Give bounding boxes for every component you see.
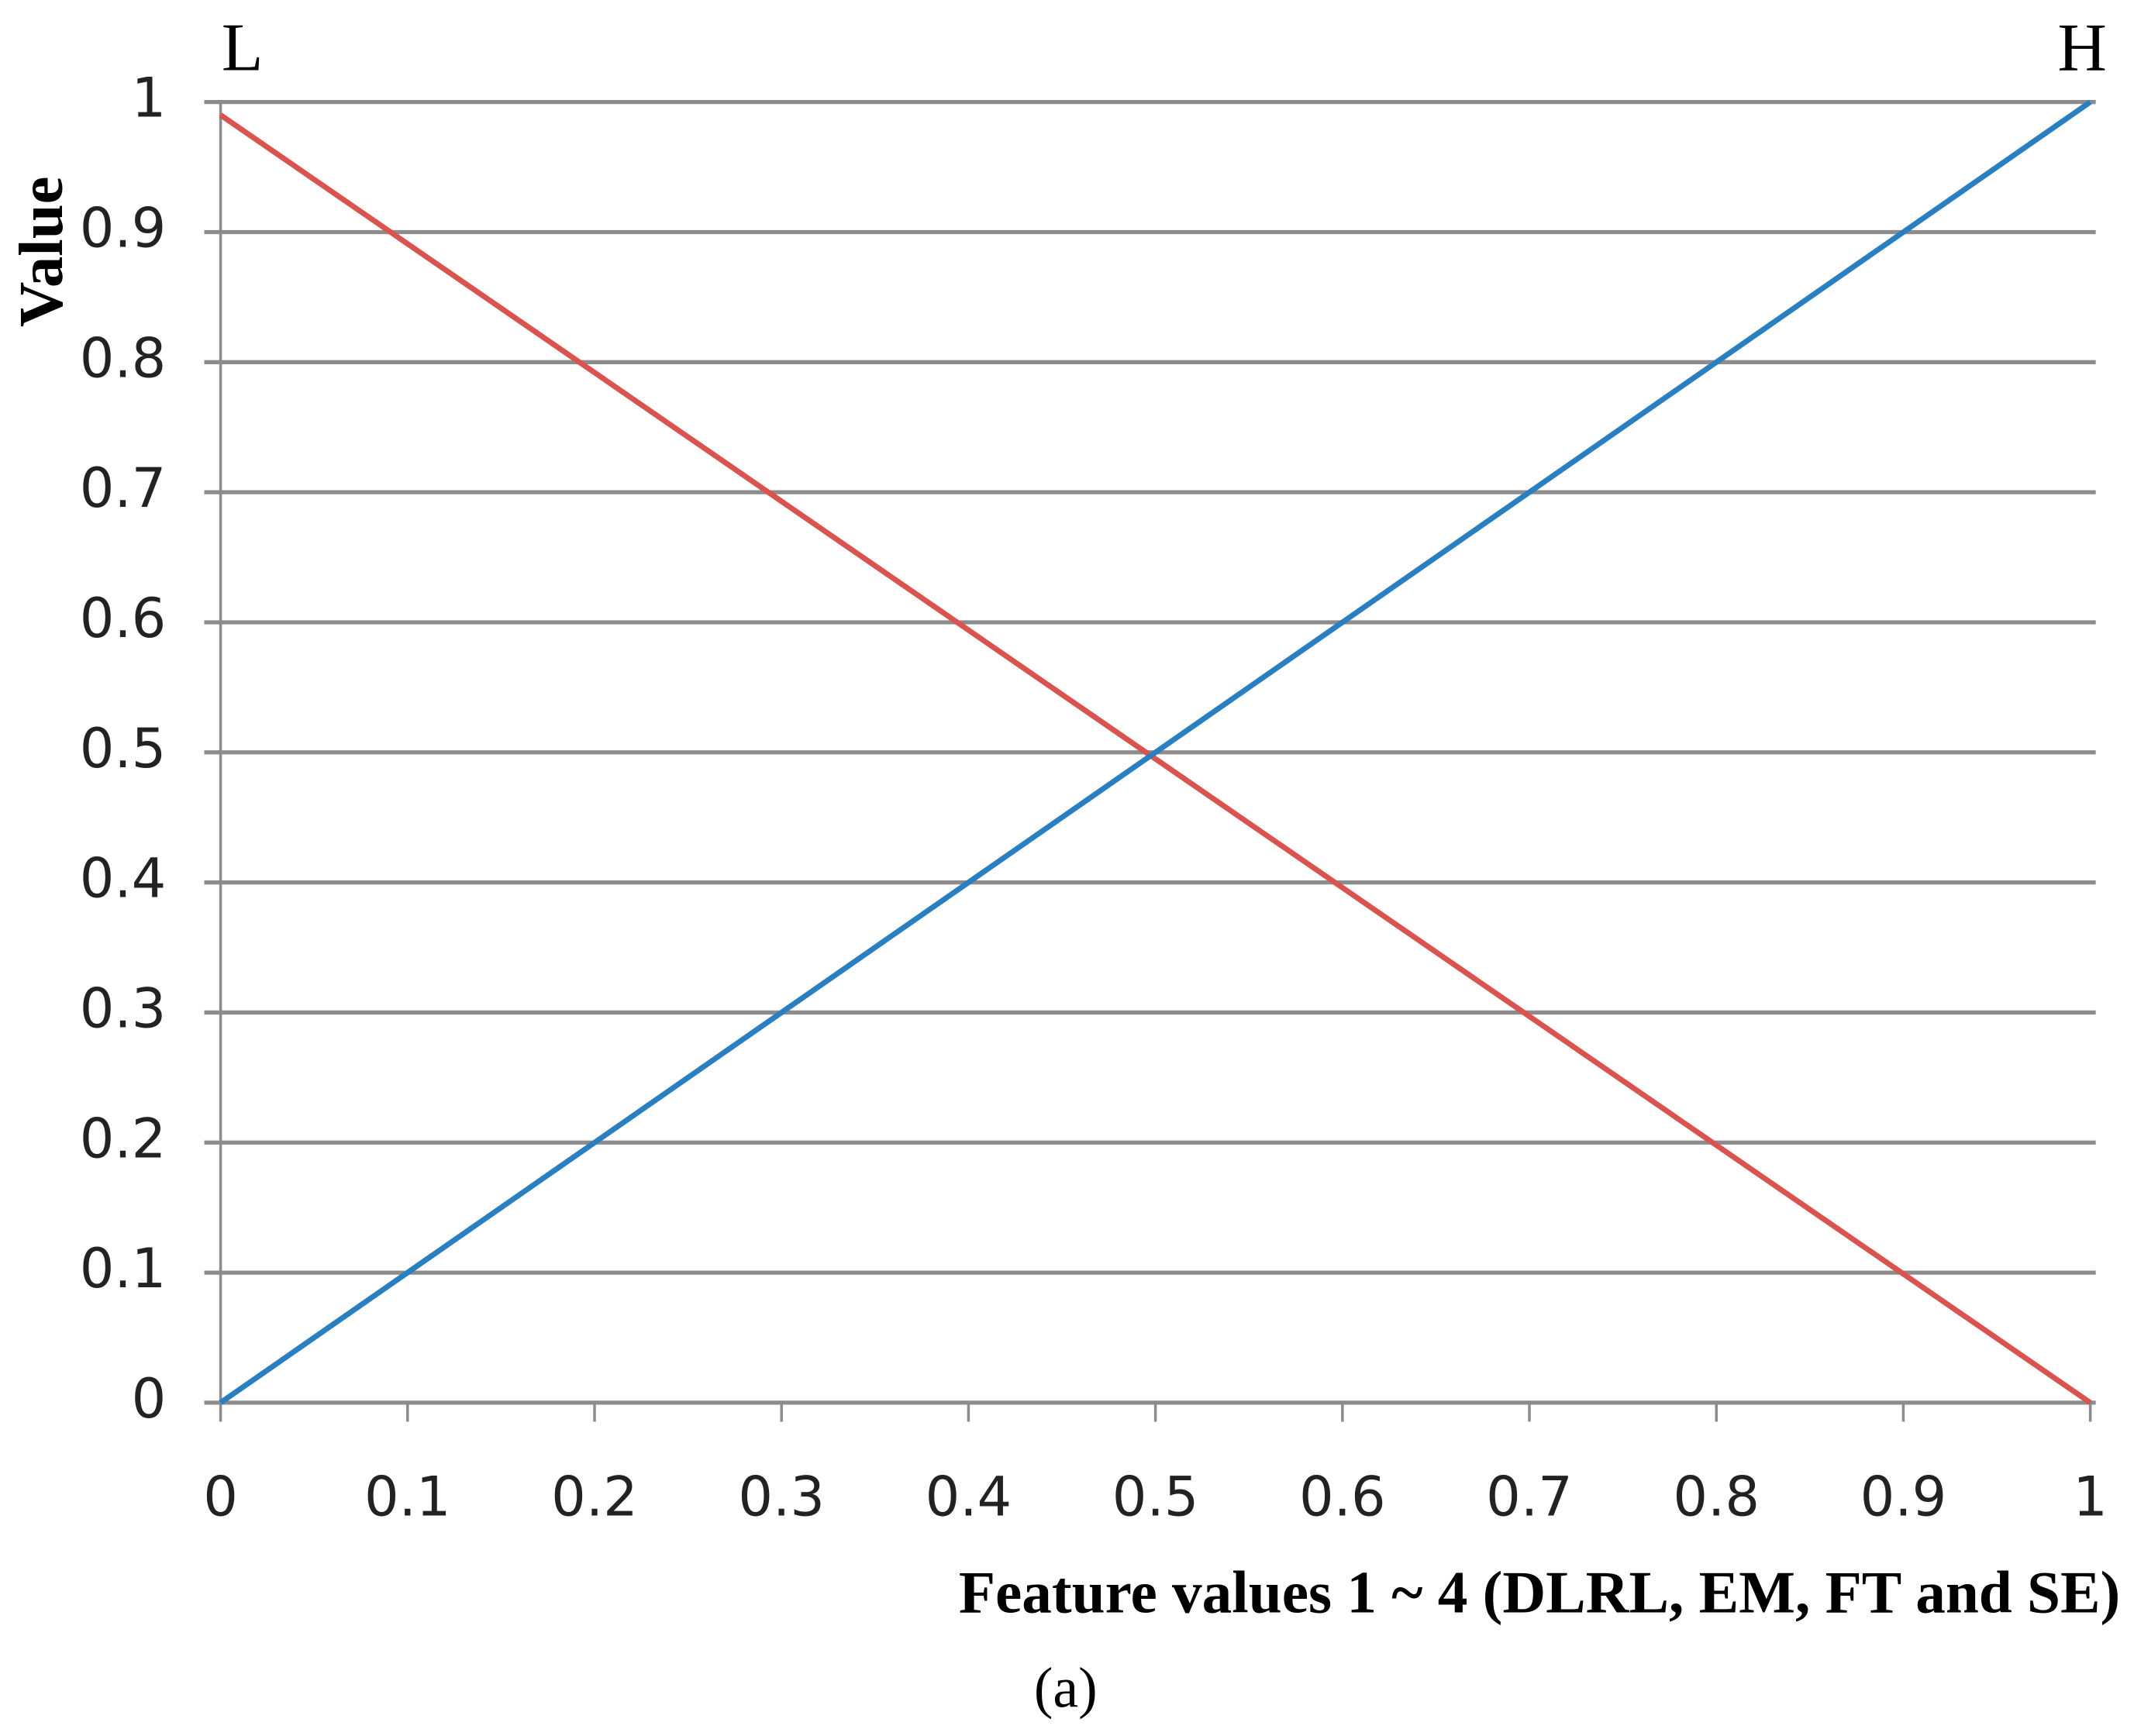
x-tick-label: 0.5 (1112, 1465, 1199, 1528)
y-tick-label: 1 (132, 67, 167, 130)
y-axis-label: Value (7, 177, 76, 327)
y-tick-label: 0.3 (80, 976, 167, 1040)
x-tick-label: 0 (203, 1465, 238, 1528)
y-tick-label: 0.1 (80, 1237, 167, 1300)
series-label: L (222, 9, 264, 84)
x-tick-label: 0.6 (1299, 1465, 1386, 1528)
series-label: H (2057, 9, 2106, 84)
y-tick-label: 0.2 (80, 1107, 167, 1170)
x-tick-label: 0.8 (1673, 1465, 1760, 1528)
y-tick-label: 0.9 (80, 197, 167, 260)
y-tick-label: 0 (132, 1367, 167, 1431)
y-tick-label: 0.5 (80, 717, 167, 780)
y-tick-label: 0.4 (80, 847, 167, 911)
x-tick-label: 0.3 (738, 1465, 825, 1528)
series-line (219, 112, 2092, 1405)
y-tick-label: 0.6 (80, 587, 167, 650)
x-tick-label: 0.7 (1486, 1465, 1573, 1528)
x-tick-label: 0.9 (1860, 1465, 1947, 1528)
x-tick-label: 0.4 (926, 1465, 1012, 1528)
x-tick-label: 0.2 (551, 1465, 638, 1528)
caption: (a) (1034, 1656, 1098, 1720)
x-tick-label: 0.1 (364, 1465, 451, 1528)
x-tick-label: 1 (2073, 1465, 2108, 1528)
y-tick-label: 0.7 (80, 456, 167, 520)
x-axis-label: Feature values 1 ~ 4 (DLRL, EM, FT and S… (959, 1559, 2120, 1625)
series-line (219, 99, 2092, 1405)
y-tick-label: 0.8 (80, 326, 167, 390)
